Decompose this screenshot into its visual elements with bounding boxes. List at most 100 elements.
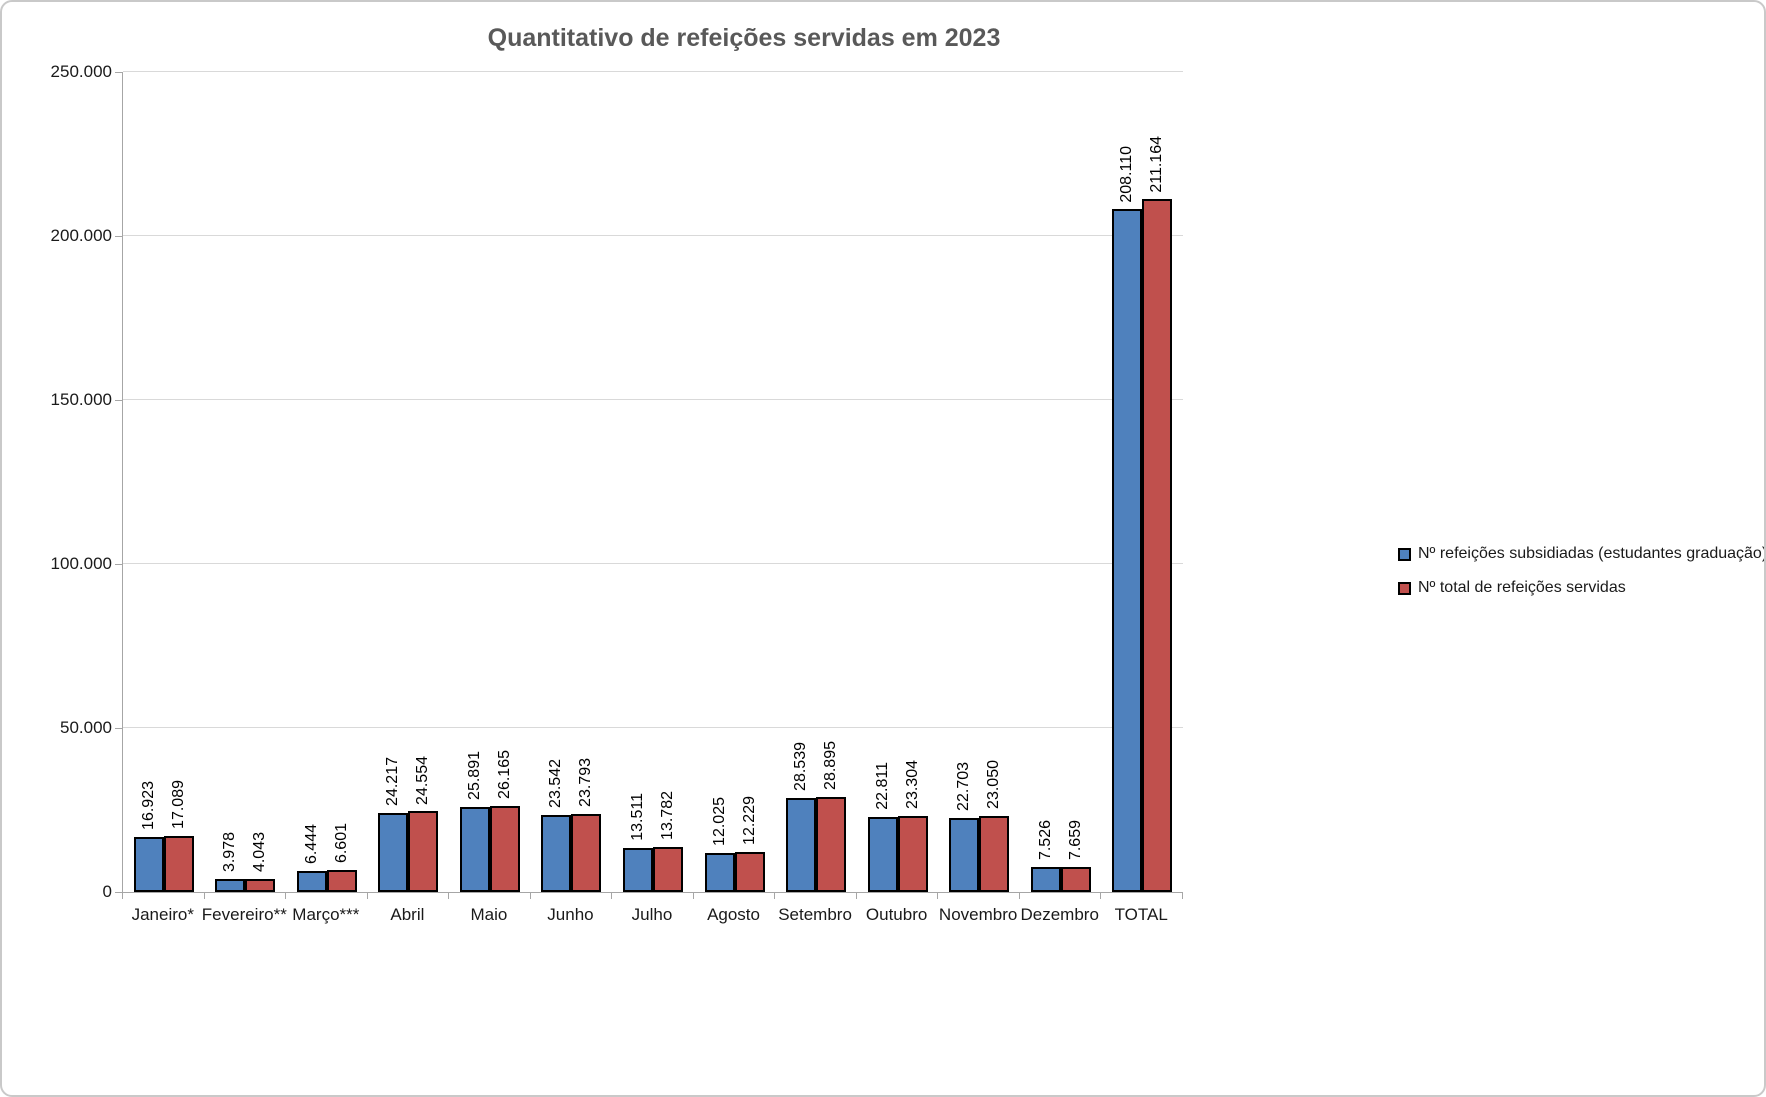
chart-title: Quantitativo de refeições servidas em 20…: [487, 24, 1001, 52]
bar-subsidiadas-Novembro: [949, 817, 980, 892]
legend-item-subsidiadas: Nº refeições subsidiadas (estudantes gra…: [1398, 545, 1766, 563]
bar-subsidiadas-Dezembro: [1030, 867, 1061, 892]
bar-data-label: 17.089: [169, 780, 187, 829]
x-axis-category-label: Setembro: [778, 905, 852, 924]
legend-item-total: Nº total de refeições servidas: [1398, 579, 1764, 597]
bar-data-label: 6.601: [332, 823, 350, 864]
y-axis-tick: [115, 400, 122, 401]
bar-data-label: 208.110: [1118, 145, 1136, 203]
bar-data-label: 24.217: [384, 756, 402, 806]
gridline: [123, 727, 1183, 728]
x-axis-tick: [285, 892, 287, 899]
bar-subsidiadas-Fevereiro**: [215, 878, 246, 892]
x-axis-tick: [937, 892, 939, 899]
bar-total-Outubro: [897, 815, 928, 892]
bar-data-label: 23.304: [903, 759, 921, 809]
bar-subsidiadas-Agosto: [704, 852, 735, 892]
bar-data-label: 23.793: [577, 758, 595, 807]
y-axis-tick-label: 50.000: [60, 718, 112, 737]
x-axis-category-label: Maio: [470, 905, 508, 924]
bar-data-label: 4.043: [251, 831, 269, 872]
x-axis-category-label: Abril: [390, 905, 425, 924]
gridline: [123, 71, 1183, 72]
y-axis-tick: [115, 728, 122, 729]
bar-total-Setembro: [816, 797, 847, 892]
x-axis-tick: [203, 892, 205, 899]
bar-total-Janeiro*: [163, 835, 194, 892]
x-axis-tick: [692, 892, 694, 899]
x-axis-category-label: Outubro: [865, 905, 928, 924]
x-axis-category-label: Junho: [547, 905, 594, 924]
bar-data-label: 24.554: [414, 755, 432, 805]
bar-subsidiadas-Setembro: [786, 798, 817, 892]
bar-total-Julho: [653, 846, 683, 892]
bar-data-label: 3.978: [221, 831, 239, 872]
bar-data-label: 28.539: [792, 742, 810, 792]
bar-subsidiadas-Abril: [378, 812, 409, 892]
x-axis-tick: [122, 892, 123, 899]
gridline: [123, 399, 1183, 400]
bar-subsidiadas-Outubro: [867, 817, 898, 892]
x-axis-tick: [611, 892, 613, 899]
y-axis-tick: [115, 564, 122, 565]
gridline: [123, 235, 1183, 236]
bar-data-label: 12.229: [740, 795, 758, 845]
bar-total-Abril: [408, 811, 439, 892]
y-axis-tick-label: 200.000: [50, 226, 112, 245]
bar-data-label: 26.165: [495, 750, 513, 800]
x-axis-tick: [1018, 892, 1020, 899]
legend-label-subsidiadas: Nº refeições subsidiadas (estudantes gra…: [1418, 545, 1766, 562]
bar-total-Agosto: [734, 851, 765, 892]
x-axis-tick: [529, 892, 531, 899]
bar-data-label: 211.164: [1148, 135, 1166, 193]
bar-data-label: 22.703: [955, 761, 973, 811]
bar-total-Março***: [326, 870, 357, 892]
bar-data-label: 23.542: [547, 758, 565, 808]
bar-subsidiadas-TOTAL: [1112, 209, 1143, 892]
bar-subsidiadas-Maio: [459, 807, 490, 892]
x-axis-category-label: Julho: [631, 905, 673, 924]
y-axis-tick-label: 250.000: [50, 62, 112, 81]
y-axis-tick: [115, 72, 122, 73]
bar-data-label: 13.782: [659, 790, 676, 840]
x-axis-category-label: Dezembro: [1020, 905, 1099, 924]
bar-data-label: 25.891: [465, 751, 483, 801]
gridline: [123, 563, 1183, 564]
x-axis-category-label: Fevereiro**: [201, 905, 287, 924]
x-axis-tick: [448, 892, 450, 899]
bar-data-label: 6.444: [302, 823, 320, 864]
bar-data-label: 7.526: [1036, 820, 1054, 861]
bar-subsidiadas-Janeiro*: [133, 836, 164, 892]
bar-subsidiadas-Março***: [296, 870, 327, 892]
x-axis-category-label: Março***: [292, 905, 360, 924]
bar-data-label: 16.923: [139, 780, 157, 830]
x-axis-tick: [1100, 892, 1102, 899]
y-axis-tick: [115, 892, 122, 893]
x-axis-tick: [1182, 892, 1183, 899]
x-axis-tick: [366, 892, 368, 899]
x-axis-category-label: Janeiro*: [131, 905, 194, 924]
bar-data-label: 28.895: [822, 741, 840, 791]
x-axis-tick: [774, 892, 776, 899]
y-axis-tick: [115, 236, 122, 237]
bar-total-TOTAL: [1142, 199, 1173, 892]
y-axis-tick-label: 100.000: [50, 554, 112, 573]
bar-subsidiadas-Junho: [541, 814, 572, 892]
y-axis-tick-label: 150.000: [50, 390, 112, 409]
legend-marker-red-icon: [1398, 581, 1411, 595]
bar-data-label: 7.659: [1066, 819, 1084, 860]
bar-total-Maio: [489, 806, 520, 892]
bar-subsidiadas-Julho: [623, 847, 653, 892]
x-axis-category-label: Agosto: [707, 905, 760, 924]
bar-data-label: 23.050: [985, 760, 1003, 810]
x-axis-category-label: Novembro: [938, 905, 1018, 924]
y-axis-tick-label: 0: [102, 882, 112, 901]
plot-area: 16.923 17.089 3.978 4.043 6.444 6.601 24.217 24…: [122, 71, 1183, 893]
bar-data-label: 22.811: [873, 762, 891, 811]
bar-data-label: 13.511: [629, 792, 646, 841]
bar-total-Junho: [571, 813, 602, 892]
legend-label-total: Nº total de refeições servidas: [1418, 579, 1626, 596]
legend-marker-blue-icon: [1398, 547, 1411, 561]
bar-total-Novembro: [979, 816, 1010, 892]
